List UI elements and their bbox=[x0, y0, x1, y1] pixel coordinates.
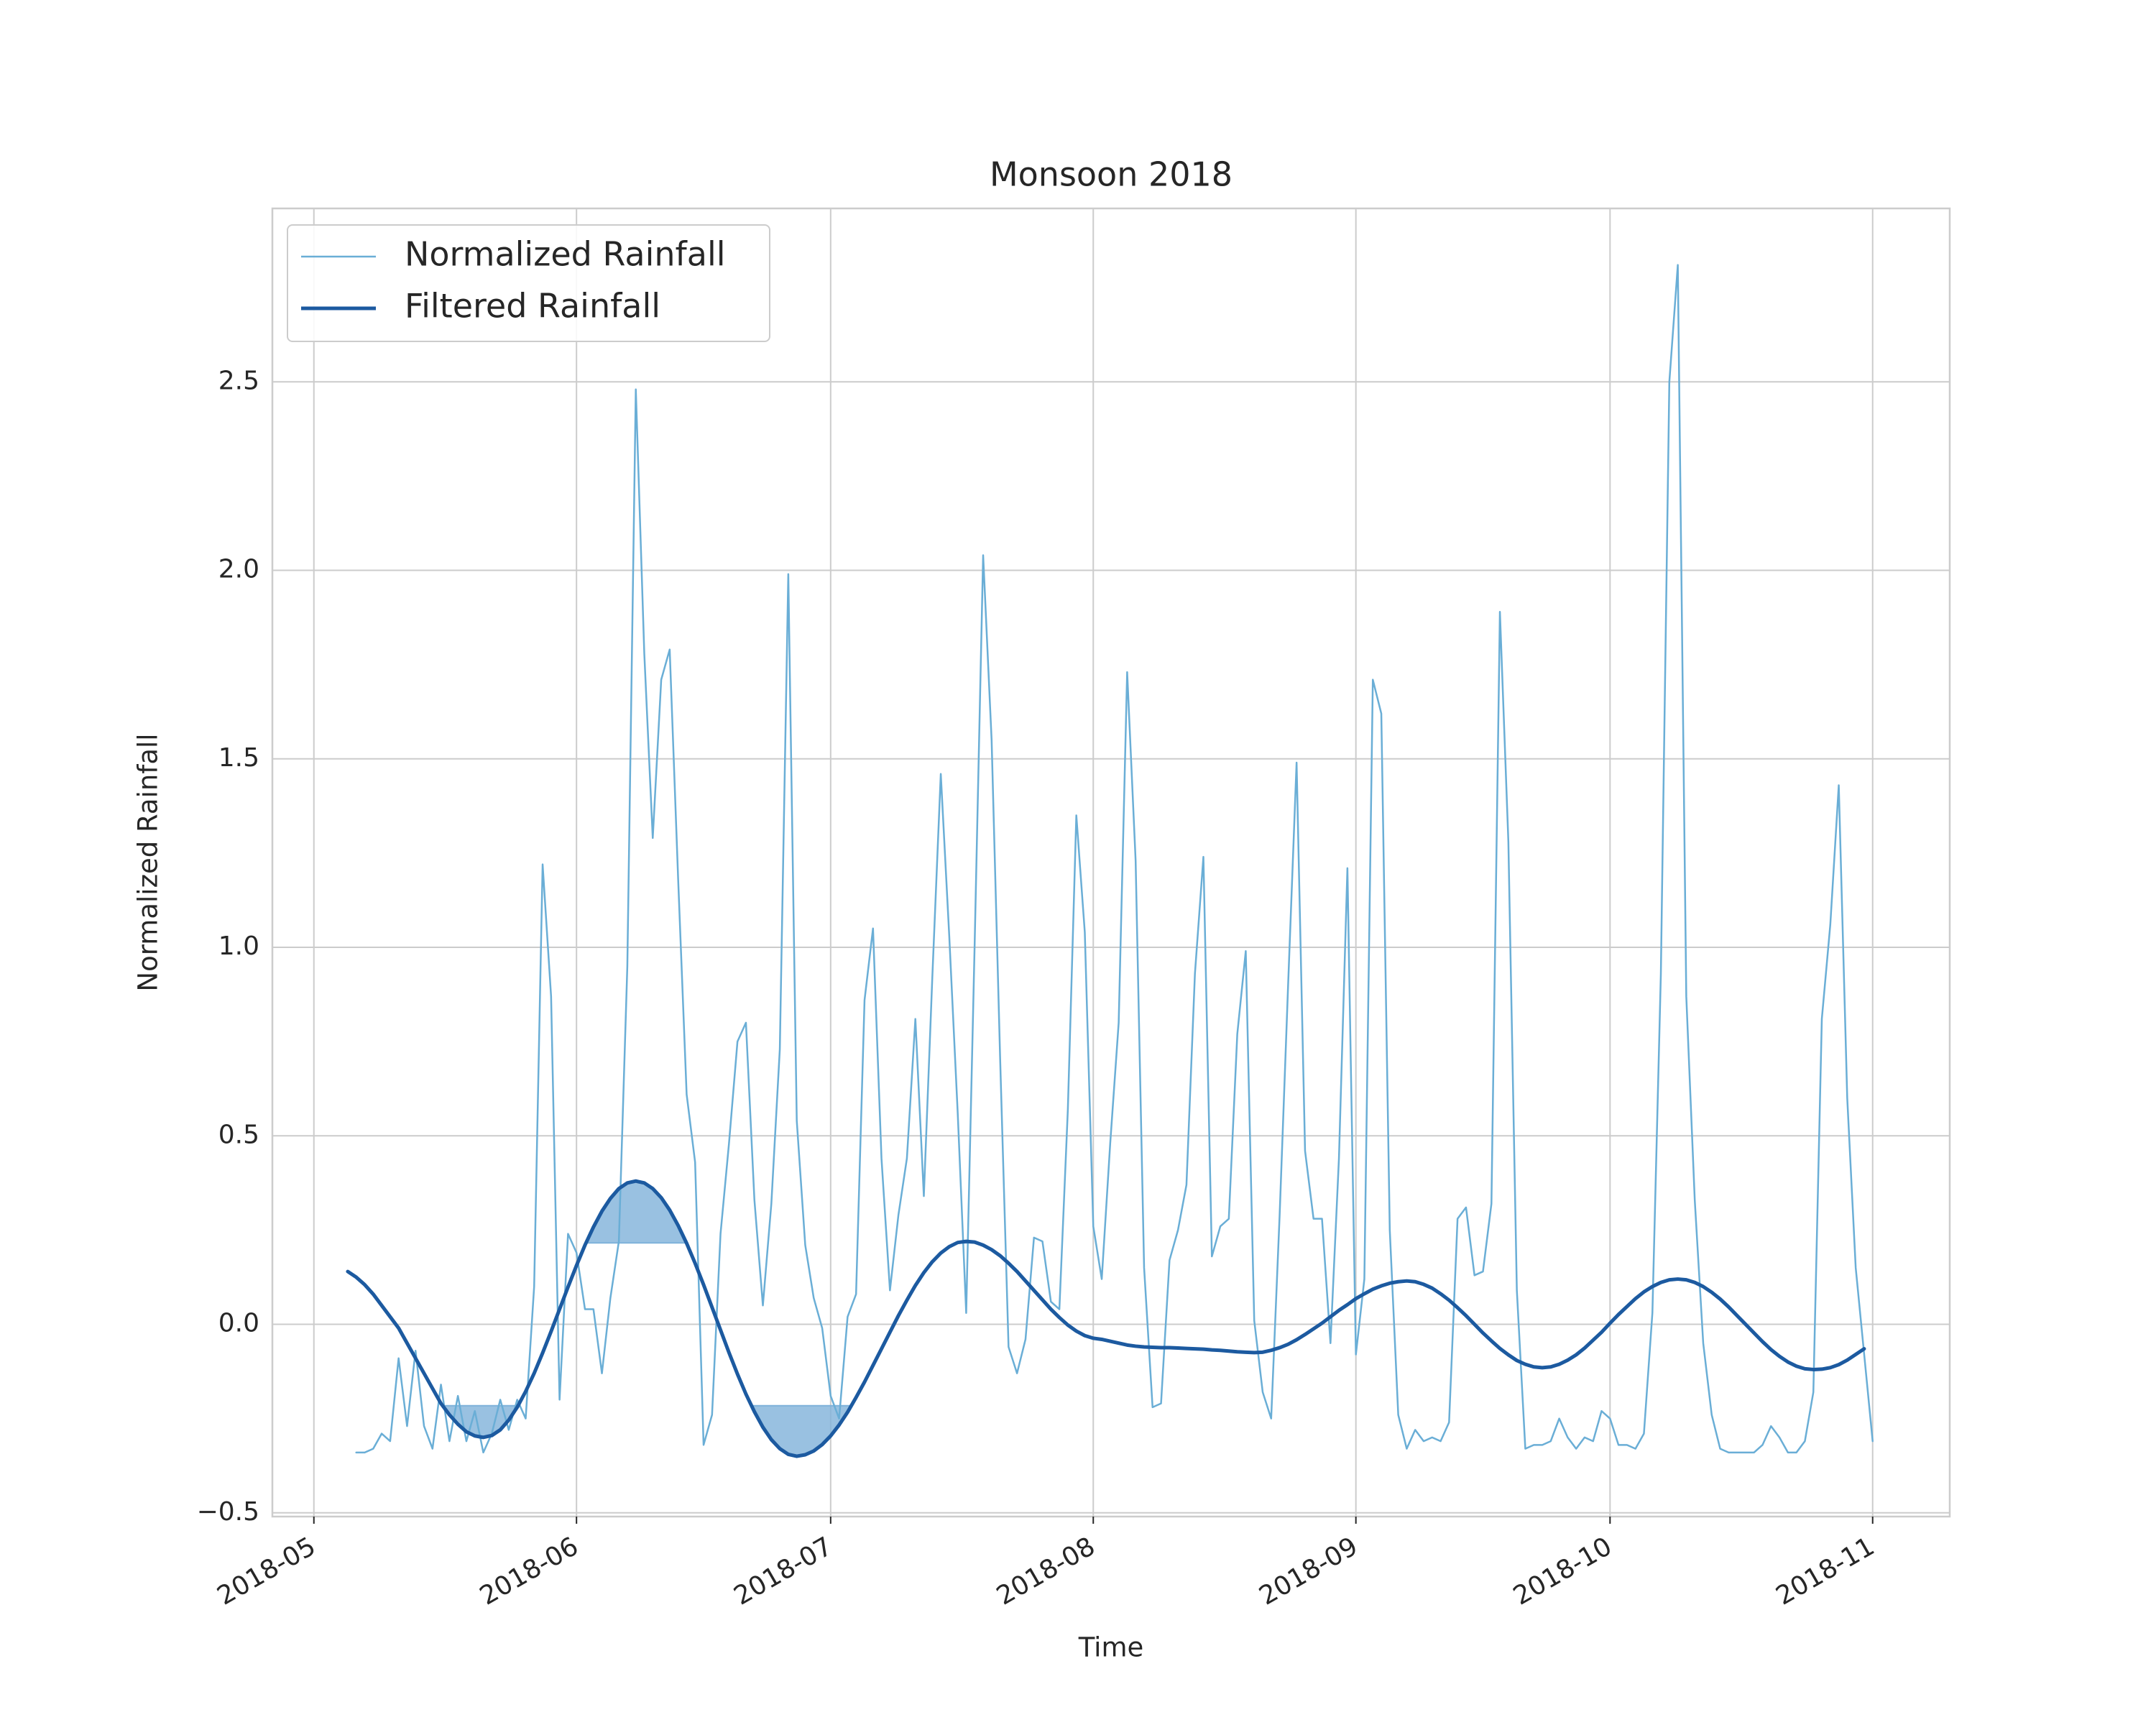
y-tick-label: 0.5 bbox=[218, 1120, 259, 1149]
y-tick-label: 2.5 bbox=[218, 366, 259, 395]
legend-label: Filtered Rainfall bbox=[405, 287, 660, 326]
data-line bbox=[346, 1179, 1866, 1458]
legend: Normalized Rainfall Filtered Rainfall bbox=[287, 224, 770, 342]
legend-label: Normalized Rainfall bbox=[405, 235, 726, 274]
legend-box bbox=[287, 224, 770, 342]
y-tick-label: 0.0 bbox=[218, 1309, 259, 1338]
y-tick-label: 1.5 bbox=[218, 743, 259, 773]
y-tick-label: 1.0 bbox=[218, 932, 259, 961]
y-tick-label: 2.0 bbox=[218, 555, 259, 584]
lines bbox=[346, 264, 1874, 1458]
y-axis-label: Normalized Rainfall bbox=[133, 733, 164, 991]
data-line bbox=[355, 264, 1874, 1454]
plot-frame bbox=[271, 207, 1951, 1518]
y-tick-label: −0.5 bbox=[197, 1497, 259, 1527]
chart-title: Monsoon 2018 bbox=[990, 155, 1233, 194]
x-axis-label: Time bbox=[1078, 1632, 1144, 1663]
